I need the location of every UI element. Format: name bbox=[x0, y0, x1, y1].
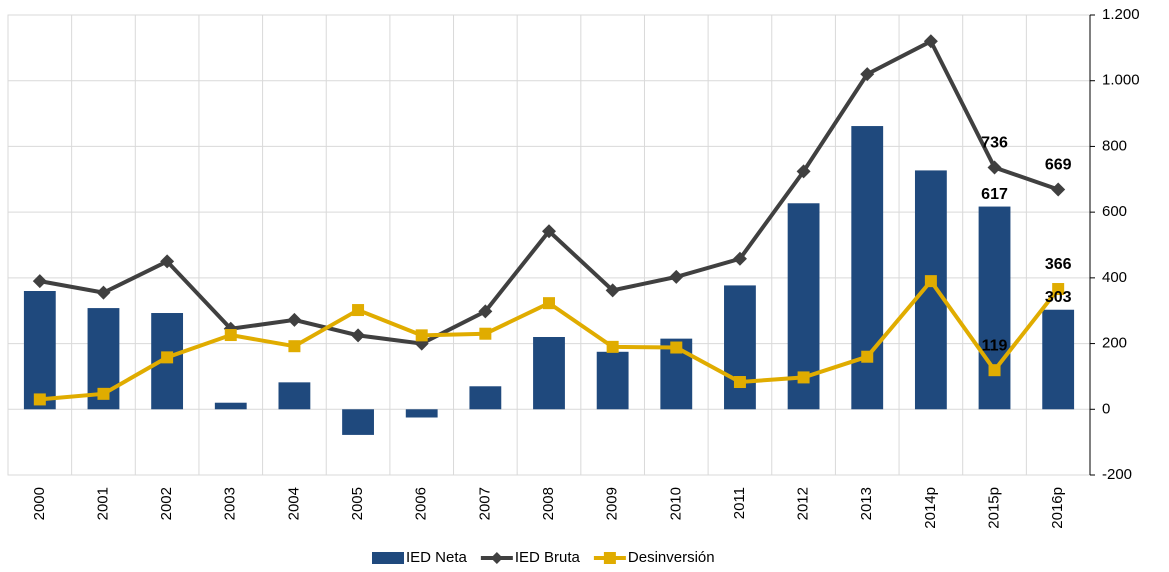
y-tick-label: 1.000 bbox=[1102, 72, 1140, 89]
x-tick-label: 2005 bbox=[349, 487, 366, 520]
bar bbox=[596, 351, 629, 410]
legend-marker bbox=[603, 552, 616, 564]
marker bbox=[1051, 182, 1066, 197]
bar bbox=[342, 409, 374, 435]
marker bbox=[224, 329, 237, 342]
marker bbox=[287, 312, 302, 327]
x-tick-label: 2000 bbox=[31, 487, 48, 520]
marker bbox=[415, 329, 428, 342]
bar bbox=[469, 386, 502, 410]
marker bbox=[351, 328, 366, 343]
marker bbox=[543, 297, 555, 310]
marker bbox=[669, 269, 684, 284]
data-label: 366 bbox=[1045, 256, 1072, 273]
bar bbox=[533, 337, 565, 410]
bar bbox=[278, 382, 311, 410]
x-tick-label: 2011 bbox=[731, 487, 748, 519]
data-label: 669 bbox=[1045, 157, 1072, 174]
x-tick-label: 2012 bbox=[795, 487, 812, 520]
bar bbox=[978, 206, 1011, 410]
marker bbox=[161, 351, 174, 364]
data-label: 736 bbox=[981, 135, 1008, 152]
marker bbox=[1052, 283, 1065, 296]
marker bbox=[160, 254, 175, 269]
x-tick-label: 2001 bbox=[94, 487, 111, 520]
y-tick-label: 800 bbox=[1102, 137, 1127, 154]
marker bbox=[542, 224, 556, 239]
x-tick-label: 2008 bbox=[540, 487, 557, 520]
x-tick-label: 2007 bbox=[476, 487, 493, 520]
legend-label: IED Neta bbox=[406, 549, 468, 566]
marker bbox=[32, 274, 47, 289]
data-label: 119 bbox=[982, 337, 1008, 354]
x-tick-label: 2004 bbox=[285, 487, 302, 520]
marker bbox=[352, 304, 365, 317]
x-tick-label: 2016p bbox=[1049, 487, 1066, 529]
marker bbox=[860, 67, 875, 82]
legend-label: Desinversión bbox=[628, 549, 715, 566]
marker bbox=[733, 376, 746, 389]
x-tick-label: 2002 bbox=[158, 487, 175, 520]
marker bbox=[605, 283, 620, 298]
marker bbox=[33, 393, 46, 406]
x-tick-label: 2003 bbox=[222, 487, 239, 520]
bar bbox=[851, 126, 884, 410]
marker bbox=[670, 341, 683, 354]
marker bbox=[797, 371, 810, 384]
marker bbox=[288, 340, 301, 353]
x-tick-label: 2009 bbox=[604, 487, 621, 520]
marker bbox=[987, 160, 1002, 175]
bar bbox=[1042, 309, 1075, 410]
y-tick-label: 600 bbox=[1102, 203, 1127, 220]
y-tick-label: -200 bbox=[1102, 466, 1132, 483]
y-tick-label: 200 bbox=[1102, 335, 1127, 352]
x-tick-label: 2014p bbox=[922, 487, 939, 529]
bar bbox=[23, 291, 56, 410]
marker bbox=[97, 387, 110, 400]
marker bbox=[796, 164, 811, 179]
y-tick-label: 400 bbox=[1102, 269, 1127, 286]
marker bbox=[479, 327, 492, 340]
y-tick-label: 0 bbox=[1102, 400, 1110, 417]
data-label: 617 bbox=[981, 186, 1008, 203]
data-label: 303 bbox=[1045, 289, 1072, 306]
y-tick-label: 1.200 bbox=[1102, 6, 1140, 23]
legend-label: IED Bruta bbox=[515, 549, 581, 566]
marker bbox=[732, 251, 747, 266]
marker bbox=[923, 34, 938, 49]
marker bbox=[478, 304, 493, 319]
marker bbox=[96, 285, 111, 300]
bar bbox=[214, 402, 247, 410]
x-tick-label: 2010 bbox=[667, 487, 684, 520]
bar bbox=[724, 285, 756, 410]
legend-swatch bbox=[372, 552, 404, 564]
x-tick-label: 2015p bbox=[985, 487, 1002, 529]
x-tick-label: 2006 bbox=[413, 487, 430, 520]
x-tick-label: 2013 bbox=[858, 487, 875, 520]
marker bbox=[988, 364, 1001, 377]
marker bbox=[606, 340, 619, 353]
bar bbox=[405, 409, 438, 418]
marker bbox=[924, 275, 937, 288]
marker bbox=[861, 350, 874, 363]
legend-marker bbox=[490, 552, 503, 564]
bar bbox=[914, 170, 947, 410]
